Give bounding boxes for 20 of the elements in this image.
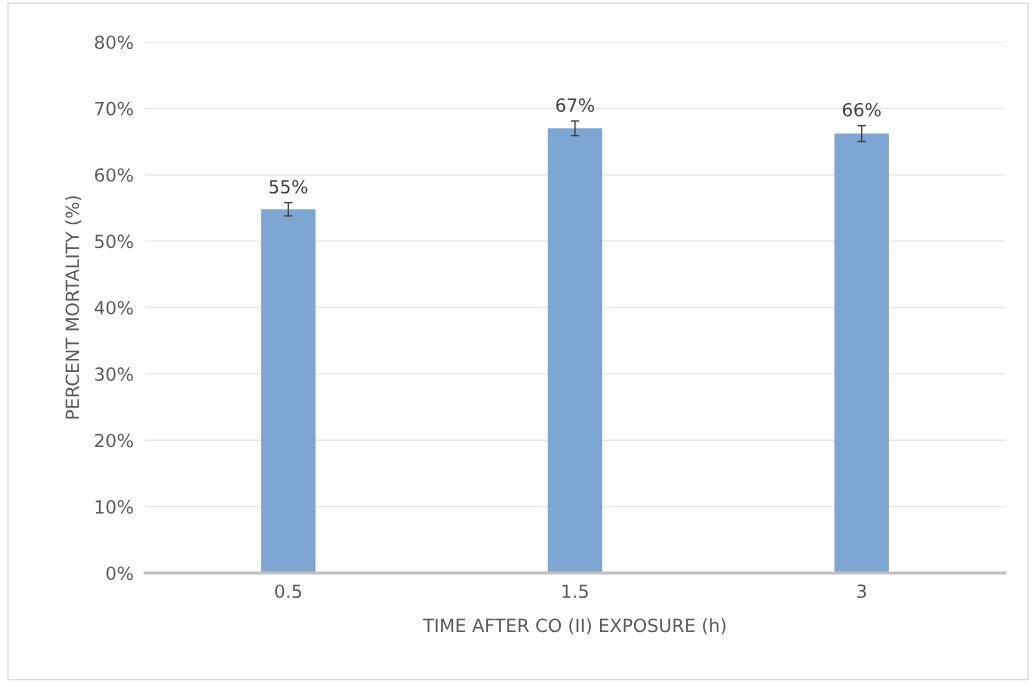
y-tick-label: 80% <box>94 35 133 50</box>
y-tick-label: 60% <box>95 168 133 182</box>
y-tick-label: 0% <box>106 566 133 581</box>
x-tick-label: 3 <box>857 584 866 599</box>
data-label: 67% <box>556 98 595 112</box>
bar <box>834 133 889 573</box>
y-tick-label: 30% <box>95 367 133 381</box>
data-label: 66% <box>842 102 881 117</box>
data-label: 55% <box>269 179 308 194</box>
y-axis-title: PERCENT MORTALITY (%) <box>65 196 82 419</box>
y-tick-label: 20% <box>95 433 133 448</box>
y-tick-label: 10% <box>95 500 133 514</box>
bar <box>547 128 603 573</box>
y-tick-label: 40% <box>94 300 133 315</box>
x-tick-label: 0.5 <box>275 584 302 599</box>
x-axis-title: TIME AFTER CO (II) EXPOSURE (h) <box>422 618 726 635</box>
x-tick-label: 1.5 <box>562 584 588 599</box>
y-tick-label: 70% <box>95 101 133 116</box>
bar <box>261 209 316 573</box>
y-tick-label: 50% <box>95 234 133 249</box>
